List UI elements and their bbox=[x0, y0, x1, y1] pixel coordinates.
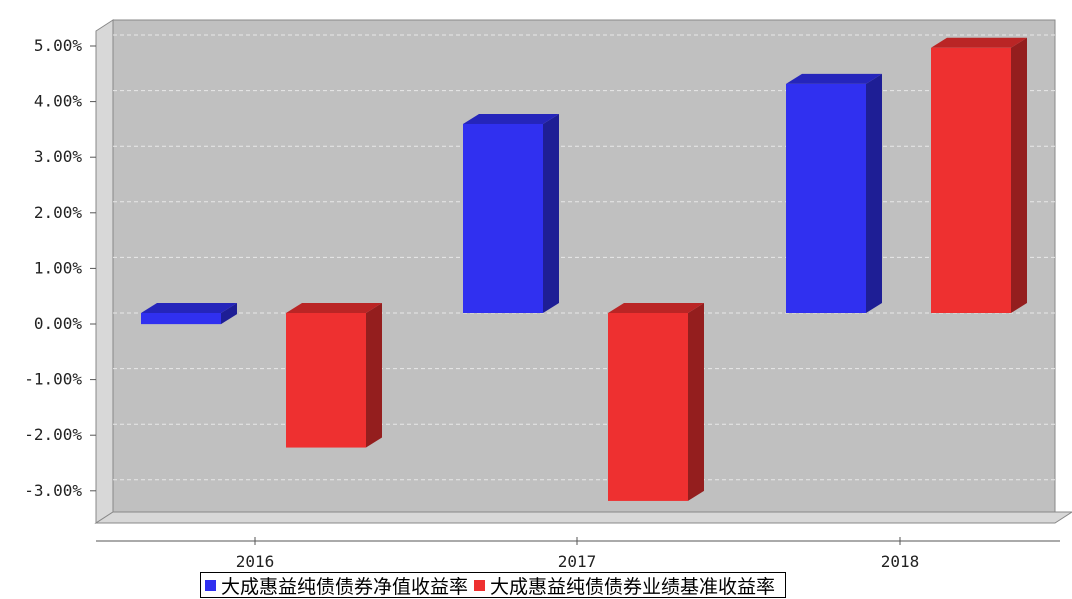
legend-swatch-benchmark bbox=[474, 579, 486, 591]
bar-benchmark-2018 bbox=[931, 37, 1027, 314]
bars bbox=[141, 37, 1027, 501]
y-tick-label: -2.00% bbox=[24, 425, 82, 444]
bar-top bbox=[286, 303, 382, 313]
y-tick-label: 2.00% bbox=[34, 203, 83, 222]
y-tick-label: 1.00% bbox=[34, 258, 83, 277]
bar-benchmark-2017 bbox=[608, 303, 704, 501]
gridlines bbox=[113, 34, 1055, 481]
bar-side bbox=[543, 113, 559, 314]
bar-benchmark-2016 bbox=[286, 303, 382, 448]
bar-top bbox=[463, 113, 559, 124]
bar-side bbox=[1011, 37, 1027, 314]
bar-front bbox=[608, 313, 688, 501]
y-tick-label: -3.00% bbox=[24, 481, 82, 500]
x-tick-label: 2017 bbox=[558, 552, 597, 571]
y-tick-label: 0.00% bbox=[34, 314, 83, 333]
plot-frame bbox=[94, 19, 1072, 524]
back-wall bbox=[112, 19, 1056, 513]
bar-top bbox=[608, 303, 704, 313]
legend-label-benchmark: 大成惠益纯债债券业绩基准收益率 bbox=[490, 575, 776, 598]
bar-nav-2016 bbox=[141, 303, 237, 325]
bar-front bbox=[286, 313, 366, 448]
bar-top bbox=[786, 73, 882, 84]
bar-front bbox=[141, 313, 221, 325]
legend-label-nav: 大成惠益纯债债券净值收益率 bbox=[221, 575, 469, 598]
y-axis: 5.00% 4.00% 3.00% 2.00% 1.00% 0.00% -1.00% -2.0… bbox=[24, 36, 96, 500]
left-wall bbox=[95, 19, 114, 524]
legend-swatch-nav bbox=[205, 579, 216, 591]
bar-side bbox=[688, 303, 704, 501]
floor bbox=[94, 511, 1072, 524]
x-axis: 2016 2017 2018 bbox=[96, 537, 1060, 571]
bar-top bbox=[931, 37, 1027, 48]
bar-top bbox=[141, 303, 237, 313]
bar-front bbox=[931, 47, 1011, 314]
x-tick-label: 2018 bbox=[881, 552, 920, 571]
bar-side bbox=[221, 303, 237, 325]
x-tick-label: 2016 bbox=[236, 552, 275, 571]
bar-front bbox=[463, 123, 543, 314]
bar-side bbox=[366, 303, 382, 448]
bar-front bbox=[786, 83, 866, 313]
legend-item-nav: 大成惠益纯债债券净值收益率 bbox=[205, 572, 468, 599]
bar-side bbox=[866, 73, 882, 313]
y-tick-label: 5.00% bbox=[34, 36, 83, 55]
legend: 大成惠益纯债债券净值收益率 大成惠益纯债债券业绩基准收益率 bbox=[200, 572, 787, 599]
y-tick-label: -1.00% bbox=[24, 370, 82, 389]
bar-nav-2017 bbox=[463, 113, 559, 314]
bar-nav-2018 bbox=[786, 73, 882, 313]
y-tick-label: 4.00% bbox=[34, 92, 83, 111]
legend-item-benchmark: 大成惠益纯债债券业绩基准收益率 bbox=[474, 572, 775, 599]
y-tick-label: 3.00% bbox=[34, 147, 83, 166]
